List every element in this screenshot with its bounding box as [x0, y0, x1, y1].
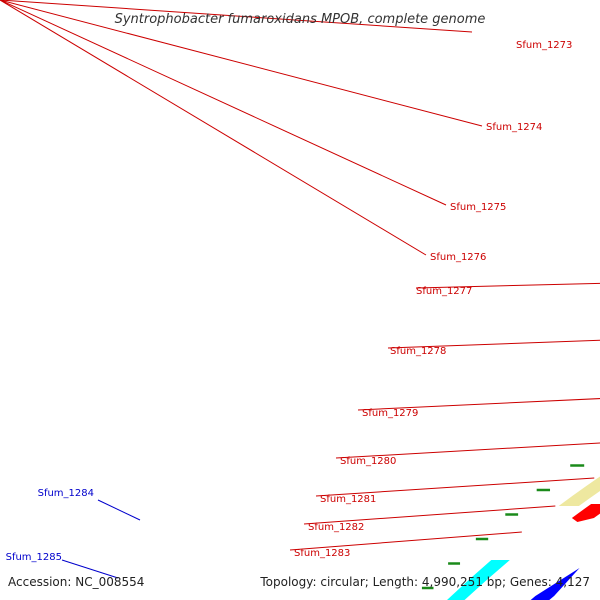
gene-label-sfum-1273: Sfum_1273 — [516, 40, 572, 51]
gene-label-sfum-1284: Sfum_1284 — [38, 488, 94, 499]
cds-arrow-sfum-1285 — [530, 568, 580, 600]
gene-leader-line — [387, 339, 600, 349]
gene-label-sfum-1280: Sfum_1280 — [340, 456, 396, 467]
feature-layer — [447, 476, 600, 600]
map-title: Syntrophobacter fumaroxidans MPOB, compl… — [115, 12, 486, 27]
gene-label-sfum-1278: Sfum_1278 — [390, 346, 446, 357]
gene-label-sfum-1281: Sfum_1281 — [320, 494, 376, 505]
gene-label-sfum-1285: Sfum_1285 — [6, 552, 62, 563]
gene-leader-line — [97, 499, 141, 521]
gene-leader-line — [315, 477, 595, 497]
gene-leader-line — [0, 0, 473, 33]
gene-label-sfum-1277: Sfum_1277 — [416, 286, 472, 297]
gene-leader-line — [0, 0, 447, 206]
gene-leader-line — [289, 531, 522, 551]
gene-label-sfum-1274: Sfum_1274 — [486, 122, 542, 133]
gene-label-sfum-1283: Sfum_1283 — [294, 548, 350, 559]
cds-arrow-sfum-1283 — [571, 504, 600, 522]
gene-label-sfum-1276: Sfum_1276 — [430, 252, 486, 263]
feature-pale-band — [558, 486, 600, 506]
gene-label-sfum-1282: Sfum_1282 — [308, 522, 364, 533]
gene-label-sfum-1279: Sfum_1279 — [362, 408, 418, 419]
gene-leader-line — [61, 559, 119, 579]
label-layer: Sfum_1273 Sfum_1274 Sfum_1275 Sfum_1276 Sfum… — [0, 0, 600, 579]
gene-leader-line — [415, 282, 600, 289]
feature-cyan-band — [447, 560, 510, 600]
gene-leader-line — [0, 0, 427, 256]
gene-leader-line — [303, 505, 556, 525]
gene-label-sfum-1275: Sfum_1275 — [450, 202, 506, 213]
gene-layer — [530, 504, 600, 600]
gene-leader-line — [0, 0, 483, 127]
accession-text: Accession: NC_008554 — [8, 575, 144, 589]
feature-pale-band — [586, 476, 600, 486]
genome-summary-text: Topology: circular; Length: 4,990,251 bp… — [259, 575, 590, 589]
gene-leader-line — [357, 398, 600, 411]
